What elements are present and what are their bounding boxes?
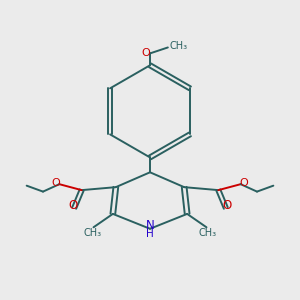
Text: O: O [141, 48, 150, 58]
Text: O: O [222, 199, 231, 212]
Text: CH₃: CH₃ [84, 228, 102, 238]
Text: O: O [240, 178, 249, 188]
Text: H: H [146, 229, 154, 239]
Text: O: O [69, 199, 78, 212]
Text: CH₃: CH₃ [169, 41, 187, 51]
Text: CH₃: CH₃ [198, 228, 216, 238]
Text: O: O [51, 178, 60, 188]
Text: N: N [146, 219, 154, 232]
